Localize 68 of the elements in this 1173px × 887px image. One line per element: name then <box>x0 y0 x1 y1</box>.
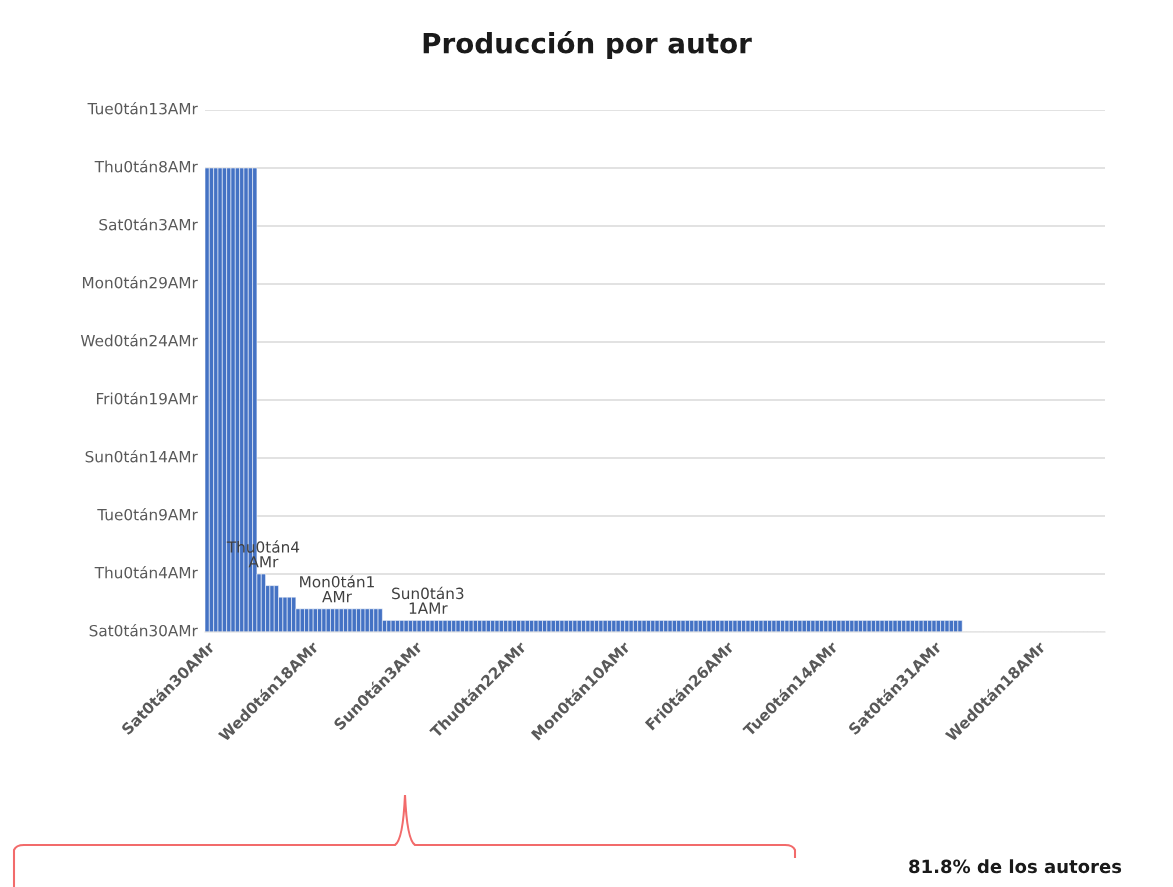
bar <box>602 620 608 632</box>
bar <box>442 620 448 632</box>
data-label: Sun0tán3 1AMr <box>392 586 464 614</box>
bar <box>654 620 660 632</box>
bar <box>879 620 885 632</box>
bar <box>628 620 634 632</box>
bar <box>931 620 937 632</box>
bar <box>403 620 409 632</box>
bar <box>576 620 582 632</box>
chart-title: Producción por autor <box>423 31 752 59</box>
bar <box>481 620 487 632</box>
ref-line-label: Mon0tán29AMr <box>82 276 198 289</box>
bar <box>615 620 621 632</box>
bar <box>693 620 699 632</box>
ref-line-label: Fri0tán19AMr <box>96 392 198 405</box>
bar <box>667 620 673 632</box>
bar <box>351 608 357 632</box>
bar <box>494 620 500 632</box>
data-label: Mon0tán1 AMr <box>300 575 374 603</box>
ref-line-label: Sat0tán3AMr <box>99 218 198 231</box>
bar <box>321 608 327 632</box>
bar <box>853 620 859 632</box>
bar <box>944 620 950 632</box>
bar <box>814 620 820 632</box>
bar <box>758 620 764 632</box>
ref-line-label: Wed0tán24AMr <box>80 334 198 347</box>
bar <box>520 620 526 632</box>
bar <box>468 620 474 632</box>
bar <box>905 620 911 632</box>
ref-line-label: Tue0tán9AMr <box>97 508 198 521</box>
ref-line-label: Sun0tán14AMr <box>85 450 198 463</box>
bar <box>507 620 513 632</box>
bar <box>269 585 275 632</box>
bar <box>771 620 777 632</box>
bar <box>827 620 833 632</box>
bar <box>416 620 422 632</box>
text: 81.8% de los autores <box>909 859 1122 874</box>
bar <box>429 620 435 632</box>
bar <box>364 608 370 632</box>
bar <box>291 596 297 632</box>
bar <box>957 620 963 632</box>
bar <box>455 620 461 632</box>
bar <box>546 620 552 632</box>
bar <box>377 608 383 632</box>
bar <box>563 620 569 632</box>
ref-line-label: Thu0tán4AMr <box>94 566 198 579</box>
bar <box>282 596 288 632</box>
bar <box>918 620 924 632</box>
bar <box>589 620 595 632</box>
bar <box>706 620 712 632</box>
ref-line-label: Tue0tán13AMr <box>87 102 198 115</box>
bar <box>840 620 846 632</box>
bar <box>680 620 686 632</box>
bar <box>801 620 807 632</box>
bar <box>719 620 725 632</box>
bar <box>732 620 738 632</box>
bar <box>308 608 314 632</box>
bar <box>533 620 539 632</box>
bar <box>892 620 898 632</box>
bar <box>641 620 647 632</box>
ref-line-label: Thu0tán8AMr <box>94 160 198 173</box>
bar <box>788 620 794 632</box>
ref-line-label: Sat0tán30AMr <box>89 624 198 637</box>
bar <box>338 608 344 632</box>
bar <box>745 620 751 632</box>
bar <box>390 620 396 632</box>
bar <box>866 620 872 632</box>
bar <box>217 167 223 632</box>
